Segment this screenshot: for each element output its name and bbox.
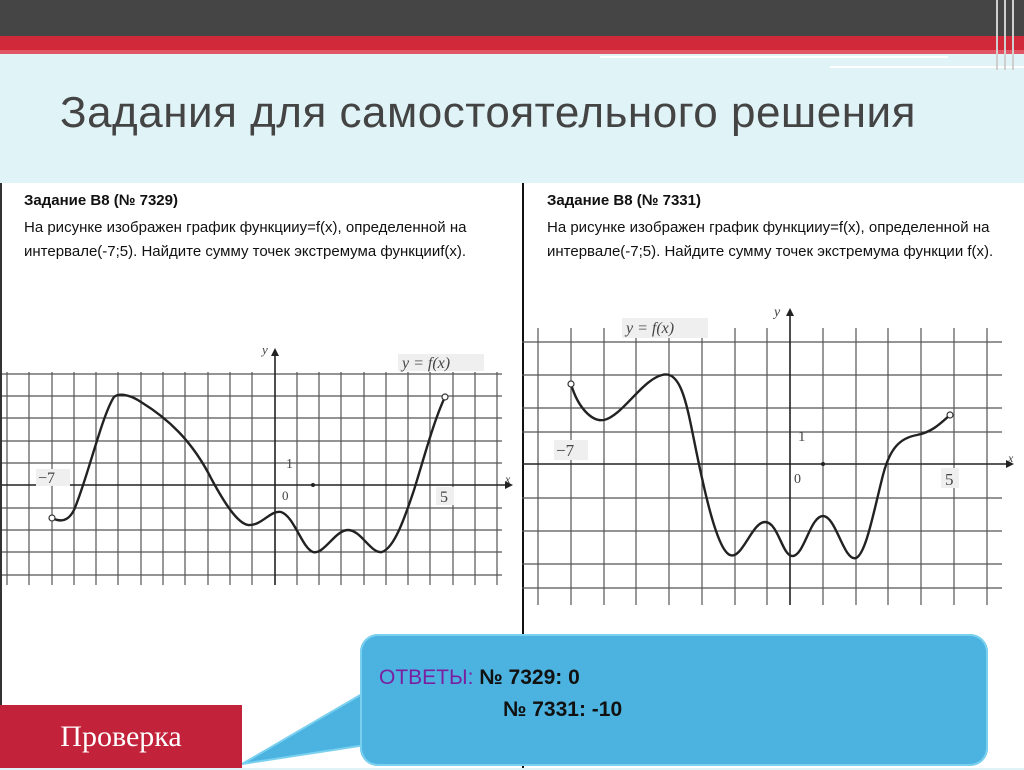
- task-left-title: Задание B8 (№ 7329): [24, 192, 178, 209]
- func-label-left: y = f(x): [400, 355, 450, 372]
- func-label-bg: [398, 354, 484, 371]
- decor-line: [600, 56, 948, 58]
- grid-right: [522, 328, 1002, 605]
- x-axis-arrow: [1006, 460, 1014, 468]
- graph-left: y = f(x) y x −7 5 1 0: [2, 340, 520, 590]
- zero-label-left: 0: [282, 488, 289, 503]
- task-right-text: На рисунке изображен график функцииy=f(x…: [547, 219, 994, 260]
- endpoint-open: [48, 514, 56, 522]
- endpoint-open: [441, 393, 449, 401]
- graph-left-svg: y = f(x) y x −7 5 1 0: [2, 342, 513, 585]
- x-max-label-right: 5: [945, 470, 954, 489]
- one-label-right: 1: [798, 429, 806, 445]
- tick-dot: [821, 462, 825, 466]
- x-max-label-left: 5: [440, 489, 448, 506]
- x-min-label-left: −7: [38, 470, 55, 487]
- red-band-lower: [0, 50, 1024, 54]
- decor-vline: [996, 0, 998, 70]
- x-min-label-right: −7: [556, 441, 575, 460]
- y-label-right: y: [772, 305, 781, 320]
- graph-right-svg: y = f(x) y x −7 5 1 0: [522, 305, 1014, 605]
- task-right-title: Задание B8 (№ 7331): [547, 192, 701, 209]
- endpoint-open: [946, 411, 954, 419]
- panel-left-edge: [0, 183, 2, 768]
- grid-left: [2, 372, 502, 585]
- decor-line: [830, 66, 1024, 68]
- panel-divider: [522, 183, 524, 768]
- task-left-text: На рисунке изображен график функцииy=f(x…: [24, 219, 467, 260]
- answer-7331: № 7331: -10: [503, 698, 623, 721]
- func-label-bg: [622, 318, 708, 338]
- tick-dot: [311, 483, 315, 487]
- axes-right: [522, 312, 1007, 605]
- endpoint-open: [567, 380, 575, 388]
- x-label-left: x: [504, 472, 511, 486]
- x-axis-arrow: [505, 481, 513, 489]
- axes-left: [2, 352, 507, 585]
- bubble-tail: [241, 692, 374, 765]
- answers-callout: [360, 634, 988, 766]
- top-band: [0, 0, 1024, 36]
- x-max-bg: [436, 487, 454, 505]
- answer-line-1: ОТВЕТЫ: № 7329: 0: [379, 666, 580, 690]
- decor-vline: [1004, 0, 1006, 70]
- function-curve-left: [51, 393, 447, 554]
- y-axis-arrow: [786, 308, 794, 316]
- function-curve-right: [569, 373, 951, 560]
- graph-right: y = f(x) y x −7 5 1 0: [522, 300, 1022, 610]
- zero-label-right: 0: [794, 472, 801, 487]
- x-min-bg: [554, 440, 588, 460]
- slide-title: Задания для самостоятельного решения: [60, 88, 916, 137]
- answer-line-2: № 7331: -10: [503, 698, 622, 722]
- check-button[interactable]: Проверка: [0, 705, 242, 768]
- answers-label: ОТВЕТЫ:: [379, 666, 474, 689]
- func-label-right: y = f(x): [624, 320, 674, 337]
- y-axis-arrow: [271, 348, 279, 356]
- y-label-left: y: [260, 342, 268, 357]
- red-band: [0, 36, 1024, 50]
- decor-vline: [1012, 0, 1014, 70]
- x-max-bg: [941, 468, 959, 488]
- answer-7329: № 7329: 0: [479, 666, 580, 689]
- x-label-right: x: [1007, 451, 1014, 465]
- one-label-left: 1: [286, 457, 293, 472]
- x-min-bg: [36, 469, 70, 486]
